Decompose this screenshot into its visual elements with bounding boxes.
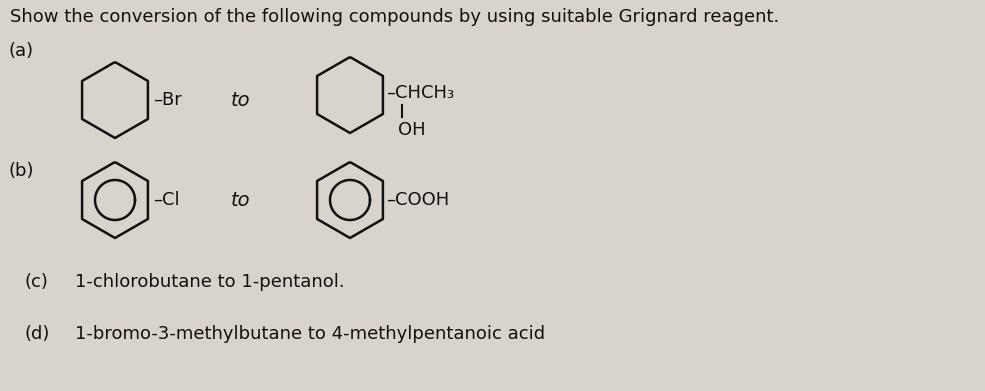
Text: (c): (c) — [25, 273, 49, 291]
Text: –Br: –Br — [153, 91, 182, 109]
Text: –CHCH₃: –CHCH₃ — [386, 84, 454, 102]
Text: 1-chlorobutane to 1-pentanol.: 1-chlorobutane to 1-pentanol. — [75, 273, 345, 291]
Text: –Cl: –Cl — [153, 191, 179, 209]
Text: (d): (d) — [25, 325, 50, 343]
Text: Show the conversion of the following compounds by using suitable Grignard reagen: Show the conversion of the following com… — [10, 8, 779, 26]
Text: (a): (a) — [8, 42, 33, 60]
Text: (b): (b) — [8, 162, 33, 180]
Text: to: to — [230, 90, 250, 109]
Text: 1-bromo-3-methylbutane to 4-methylpentanoic acid: 1-bromo-3-methylbutane to 4-methylpentan… — [75, 325, 545, 343]
Text: OH: OH — [398, 121, 426, 139]
Text: –COOH: –COOH — [386, 191, 449, 209]
Text: to: to — [230, 190, 250, 210]
